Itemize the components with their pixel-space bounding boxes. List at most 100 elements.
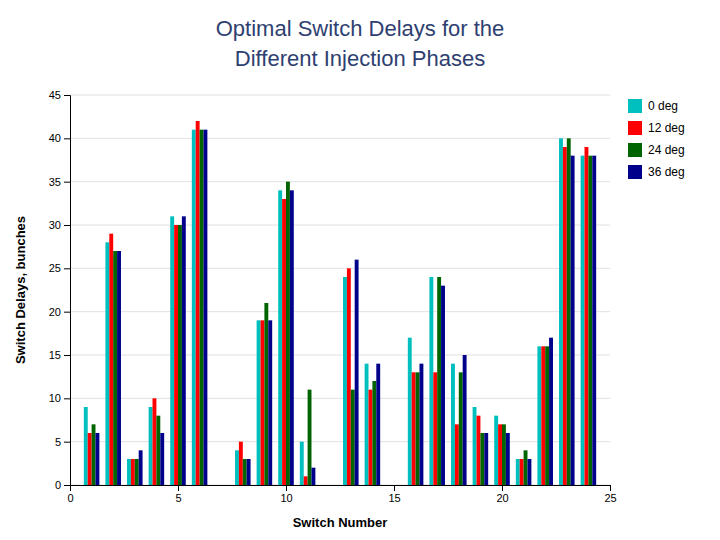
tick-label: 10: [280, 492, 292, 504]
tick-label: 5: [55, 436, 61, 448]
bar: [149, 407, 153, 485]
grid-line: [70, 95, 610, 96]
tick-mark: [502, 485, 503, 491]
title: Optimal Switch Delays for the: [216, 16, 505, 41]
bar: [182, 216, 186, 485]
bar: [174, 225, 178, 485]
bar: [286, 182, 290, 485]
y-tick: 35: [49, 176, 70, 188]
bar: [257, 320, 261, 485]
bar: [109, 234, 113, 485]
y-tick: 0: [55, 479, 70, 491]
bar: [92, 424, 96, 485]
bar-series: [95, 130, 596, 485]
y-axis: 051015202530354045: [49, 89, 71, 491]
bar: [268, 320, 272, 485]
tick-label: 15: [49, 349, 61, 361]
bar: [88, 433, 92, 485]
bar: [239, 442, 243, 485]
plot: 0510152025051015202530354045Switch Numbe…: [13, 89, 617, 530]
bar: [160, 433, 164, 485]
x-tick: 10: [280, 485, 292, 504]
bars: [84, 121, 596, 485]
bar: [567, 138, 571, 485]
bar: [84, 407, 88, 485]
bar: [455, 424, 459, 485]
bar: [127, 459, 131, 485]
subtitle: Different Injection Phases: [235, 46, 485, 71]
grid-line: [70, 268, 610, 269]
legend-label: 12 deg: [648, 121, 685, 135]
tick-mark: [610, 485, 611, 491]
y-tick: 45: [49, 89, 70, 101]
bar: [498, 424, 502, 485]
axis-line: [71, 486, 611, 492]
y-axis-title: Switch Delays, bunches: [13, 216, 28, 364]
bar: [437, 277, 441, 485]
bar: [412, 372, 416, 485]
x-tick: 25: [604, 485, 616, 504]
bar: [105, 242, 109, 485]
legend-item: 24 deg: [628, 143, 685, 157]
bar: [196, 121, 200, 485]
legend-item: 0 deg: [628, 99, 678, 113]
bar: [369, 390, 373, 485]
tick-mark: [178, 485, 179, 491]
bar: [131, 459, 135, 485]
bar-series: [92, 130, 593, 485]
tick-label: 45: [49, 89, 61, 101]
grid-line: [70, 311, 610, 312]
axis-line: [64, 96, 71, 486]
bar: [178, 225, 182, 485]
tick-label: 0: [67, 492, 73, 504]
bar: [559, 138, 563, 485]
bar: [441, 286, 445, 485]
grid-line: [70, 225, 610, 226]
bar: [459, 372, 463, 485]
tick-mark: [64, 442, 70, 443]
y-tick: 30: [49, 219, 70, 231]
bar: [537, 346, 541, 485]
bar: [261, 320, 265, 485]
legend-swatch: [628, 99, 642, 113]
bar: [516, 459, 520, 485]
tick-label: 40: [49, 132, 61, 144]
bar: [200, 130, 204, 485]
bar: [117, 251, 121, 485]
bar: [351, 390, 355, 485]
legend-label: 36 deg: [648, 165, 685, 179]
tick-mark: [64, 182, 70, 183]
x-axis-title: Switch Number: [293, 515, 388, 530]
bar: [473, 407, 477, 485]
tick-label: 35: [49, 176, 61, 188]
y-tick: 20: [49, 306, 70, 318]
bar: [139, 450, 143, 485]
x-tick: 0: [67, 485, 73, 504]
legend-swatch: [628, 165, 642, 179]
bar-series: [88, 121, 589, 485]
bar: [278, 190, 282, 485]
tick-label: 5: [175, 492, 181, 504]
bar: [527, 459, 531, 485]
bar: [494, 416, 498, 485]
legend-swatch: [628, 143, 642, 157]
grid-line: [70, 138, 610, 139]
bar: [520, 459, 524, 485]
tick-mark: [64, 268, 70, 269]
legend-item: 36 deg: [628, 165, 685, 179]
legend: 0 deg 12 deg 24 deg 36 deg: [628, 99, 685, 179]
tick-label: 20: [49, 306, 61, 318]
bar: [433, 372, 437, 485]
legend-label: 24 deg: [648, 143, 685, 157]
bar: [563, 147, 567, 485]
tick-mark: [286, 485, 287, 491]
bar: [95, 433, 99, 485]
tick-mark: [64, 225, 70, 226]
bar: [588, 156, 592, 485]
bar: [282, 199, 286, 485]
bar: [484, 433, 488, 485]
bar: [592, 156, 596, 485]
bar: [365, 364, 369, 485]
bar: [113, 251, 117, 485]
bar: [304, 476, 308, 485]
